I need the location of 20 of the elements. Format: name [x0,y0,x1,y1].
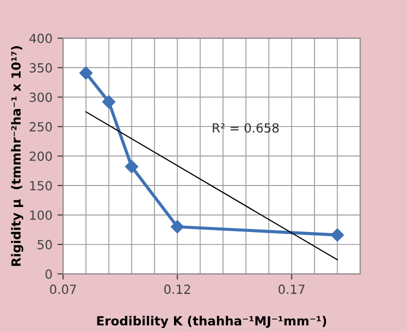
y-tick-label: 50 [38,240,52,250]
y-tick-label: 200 [30,152,52,161]
y-tick-label: 100 [30,210,52,220]
y-tick-label: 0 [46,269,52,279]
point [102,95,116,108]
point [125,160,138,174]
point [330,228,344,242]
annotation: R² = 0.658 [212,123,279,133]
y-tick-label: 400 [29,34,52,44]
y-tick-label: 250 [30,122,52,132]
y-axis-title: Rigidity µ (tmmhr⁻²ha⁻¹ x 10¹⁷) [11,46,24,266]
x-tick-label: 0.12 [164,284,190,294]
y-tick-label: 150 [30,180,52,190]
x-tick-label: 0.07 [50,284,76,294]
point [79,66,93,80]
y-tick-label: 300 [30,92,52,102]
point [170,220,184,234]
x-axis-title: Erodibility K (thahha⁻¹MJ⁻¹mm⁻¹) [97,316,326,328]
x-tick-label: 0.17 [278,284,304,294]
y-tick-label: 350 [30,63,52,73]
